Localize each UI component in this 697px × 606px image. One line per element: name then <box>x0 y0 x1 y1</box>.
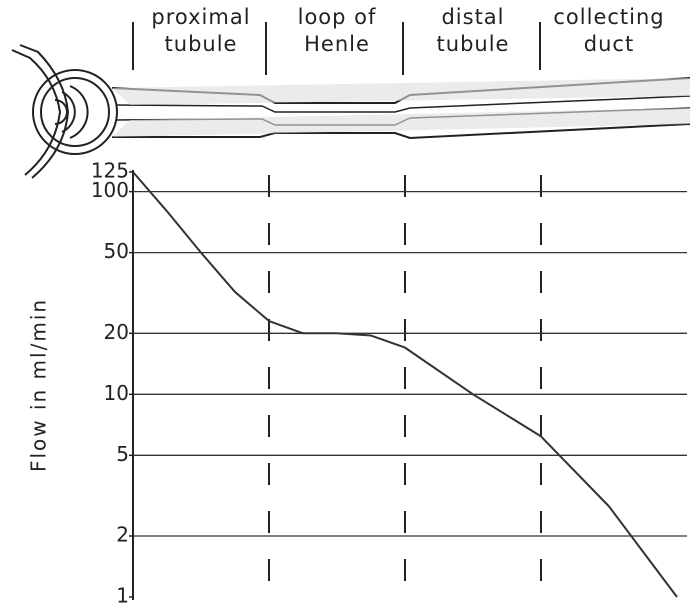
segment-label: proximal tubule <box>140 4 262 58</box>
y-tick-label: 5 <box>116 442 129 466</box>
y-tick-label: 50 <box>104 239 129 263</box>
chart: Flow in ml/min 125102050100125 <box>0 0 697 606</box>
y-tick-label: 1 <box>116 584 129 606</box>
y-tick-label: 20 <box>104 320 129 344</box>
y-tick-label: 125 <box>91 159 129 183</box>
page: Flow in ml/min 125102050100125 proximal … <box>0 0 697 606</box>
y-tick-label: 10 <box>104 381 129 405</box>
segment-label: collecting duct <box>548 4 670 58</box>
segment-label: distal tubule <box>412 4 534 58</box>
y-tick-label: 2 <box>116 522 129 546</box>
y-axis-label: Flow in ml/min <box>27 298 51 472</box>
segment-label: loop of Henle <box>276 4 398 58</box>
